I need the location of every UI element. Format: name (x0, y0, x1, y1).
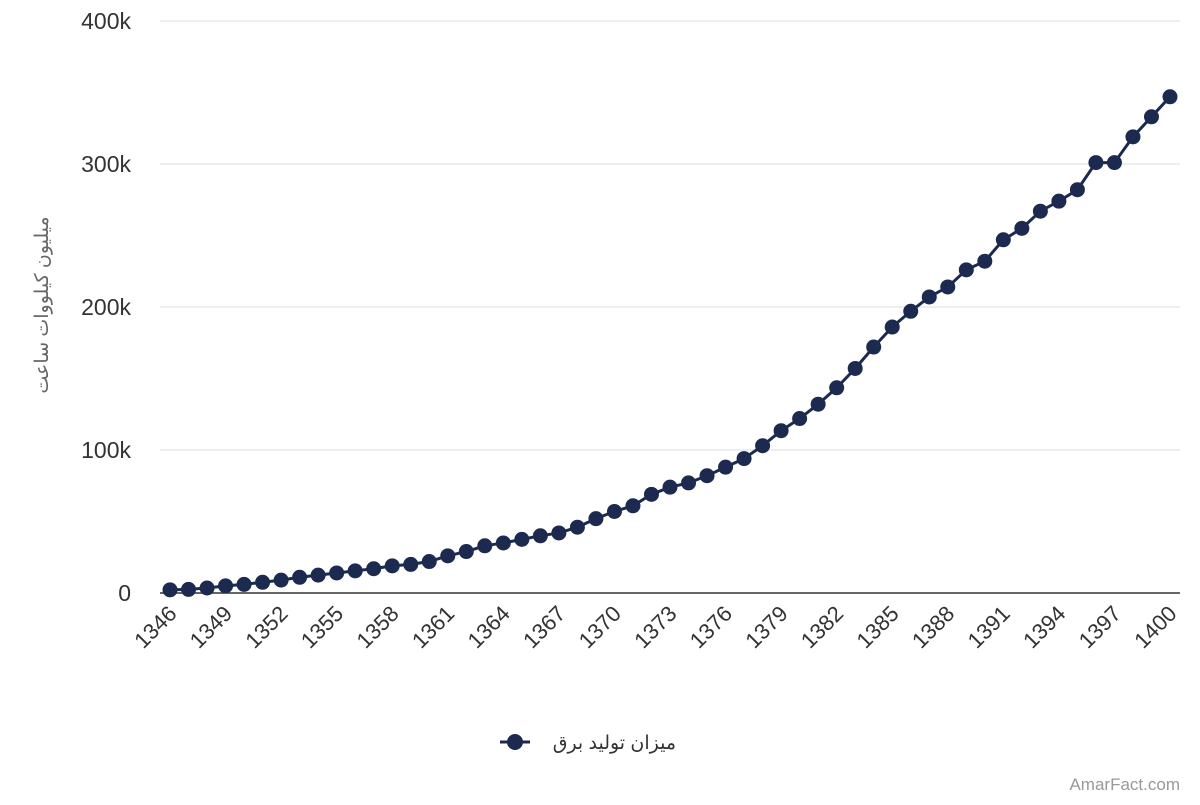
data-point[interactable] (1088, 155, 1104, 171)
legend[interactable]: میزان تولید برق (500, 733, 676, 754)
watermark: AmarFact.com (1069, 775, 1180, 794)
data-point[interactable] (199, 580, 215, 596)
data-point[interactable] (977, 253, 993, 269)
data-point[interactable] (1143, 109, 1159, 125)
data-point[interactable] (218, 578, 234, 594)
x-tick-label: 1385 (851, 601, 903, 653)
x-tick-label: 1364 (463, 601, 515, 653)
x-tick-label: 1352 (240, 601, 292, 653)
data-point[interactable] (606, 503, 622, 519)
legend-label: میزان تولید برق (553, 733, 676, 754)
data-point[interactable] (755, 438, 771, 454)
data-point[interactable] (1051, 193, 1067, 209)
y-axis: 0 100k 200k 300k 400k (81, 8, 131, 606)
x-tick-label: 1394 (1018, 601, 1070, 653)
data-point[interactable] (866, 339, 882, 355)
legend-marker (507, 734, 523, 750)
data-point[interactable] (347, 563, 363, 579)
x-tick-label: 1400 (1129, 601, 1181, 653)
data-point[interactable] (847, 360, 863, 376)
y-tick-label: 0 (118, 580, 131, 606)
data-point[interactable] (440, 548, 456, 564)
data-point[interactable] (162, 582, 178, 598)
data-point[interactable] (255, 574, 271, 590)
data-point[interactable] (514, 531, 530, 547)
x-tick-label: 1367 (518, 601, 570, 653)
data-point[interactable] (958, 262, 974, 278)
data-point[interactable] (329, 565, 345, 581)
x-tick-label: 1361 (407, 601, 459, 653)
data-point[interactable] (273, 572, 289, 588)
data-point[interactable] (921, 289, 937, 305)
x-tick-label: 1388 (907, 601, 959, 653)
data-point[interactable] (699, 468, 715, 484)
data-point[interactable] (662, 479, 678, 495)
data-point[interactable] (810, 396, 826, 412)
data-point[interactable] (1125, 129, 1141, 145)
data-point[interactable] (1106, 155, 1122, 171)
data-point[interactable] (495, 535, 511, 551)
grid (160, 20, 1180, 451)
data-point[interactable] (792, 411, 808, 427)
x-tick-label: 1391 (963, 601, 1015, 653)
data-point[interactable] (643, 486, 659, 502)
data-point[interactable] (718, 459, 734, 475)
data-point[interactable] (236, 576, 252, 592)
x-tick-label: 1379 (740, 601, 792, 653)
data-point[interactable] (403, 556, 419, 572)
data-point[interactable] (625, 498, 641, 514)
y-tick-label: 100k (81, 437, 131, 463)
series (162, 89, 1178, 598)
x-tick-label: 1370 (574, 601, 626, 653)
x-tick-label: 1355 (296, 601, 348, 653)
data-point[interactable] (1162, 89, 1178, 105)
data-point[interactable] (681, 475, 697, 491)
data-point[interactable] (384, 558, 400, 574)
data-point[interactable] (773, 423, 789, 439)
data-point[interactable] (569, 519, 585, 535)
y-tick-label: 400k (81, 8, 131, 34)
x-tick-label: 1358 (351, 601, 403, 653)
data-point[interactable] (884, 319, 900, 335)
data-point[interactable] (903, 303, 919, 319)
data-point[interactable] (366, 561, 382, 577)
series-line (169, 95, 1172, 592)
data-point[interactable] (736, 451, 752, 467)
x-tick-label: 1376 (685, 601, 737, 653)
data-point[interactable] (940, 279, 956, 295)
data-point[interactable] (1014, 220, 1030, 236)
y-axis-label: میلیون کیلووات ساعت (32, 216, 53, 393)
data-point[interactable] (292, 569, 308, 585)
data-point[interactable] (829, 380, 845, 396)
x-tick-label: 1346 (129, 601, 181, 653)
data-point[interactable] (310, 567, 326, 583)
data-point[interactable] (1069, 182, 1085, 198)
data-point[interactable] (1032, 203, 1048, 219)
y-tick-label: 200k (81, 294, 131, 320)
y-tick-label: 300k (81, 151, 131, 177)
data-point[interactable] (421, 554, 437, 570)
data-point[interactable] (458, 544, 474, 560)
x-tick-label: 1373 (629, 601, 681, 653)
data-point[interactable] (532, 528, 548, 544)
x-tick-label: 1397 (1074, 601, 1126, 653)
data-point[interactable] (551, 525, 567, 541)
data-point[interactable] (995, 232, 1011, 248)
x-axis: 1346 1349 1352 1355 1358 1361 1364 1367 1370 1373… (129, 592, 1182, 653)
x-tick-label: 1382 (796, 601, 848, 653)
data-point[interactable] (181, 581, 197, 597)
data-point[interactable] (588, 511, 604, 527)
x-tick-label: 1349 (185, 601, 237, 653)
data-point[interactable] (477, 538, 493, 554)
